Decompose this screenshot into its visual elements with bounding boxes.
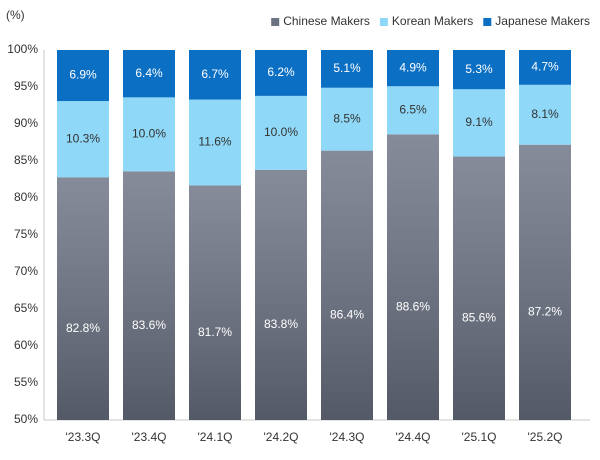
data-label: 5.3% xyxy=(465,62,493,76)
data-label: 11.6% xyxy=(198,135,231,149)
data-label: 8.5% xyxy=(333,111,361,125)
bar-segment xyxy=(453,50,505,90)
legend-label: Korean Makers xyxy=(392,14,473,28)
bar-segment xyxy=(519,50,571,85)
data-label: 4.9% xyxy=(399,60,427,74)
bar-segment xyxy=(189,99,241,186)
y-tick-label: 75% xyxy=(14,227,38,241)
bar-segment xyxy=(519,84,571,145)
y-axis-label: (%) xyxy=(6,8,25,22)
data-label: 87.2% xyxy=(528,305,562,319)
data-label: 4.7% xyxy=(531,60,559,74)
y-tick-label: 100% xyxy=(7,42,38,56)
y-tick-label: 65% xyxy=(14,301,38,315)
bar-segment xyxy=(255,50,307,96)
y-tick-label: 85% xyxy=(14,153,38,167)
data-label: 86.4% xyxy=(330,307,364,321)
bar-segment xyxy=(57,50,109,102)
data-label: 88.6% xyxy=(396,299,430,313)
data-label: 10.0% xyxy=(132,127,166,141)
bar-segment xyxy=(387,50,439,87)
legend-swatch xyxy=(379,18,388,26)
data-label: 10.0% xyxy=(264,125,298,139)
bar-segment xyxy=(123,50,175,98)
data-label: 6.2% xyxy=(267,65,295,79)
data-label: 6.9% xyxy=(69,68,97,82)
legend-swatch xyxy=(483,18,492,26)
data-label: 85.6% xyxy=(462,310,496,324)
x-tick-label: '24.4Q xyxy=(396,430,431,444)
bar-segment xyxy=(387,86,439,135)
bar-segment xyxy=(255,95,307,170)
bar-segment xyxy=(321,50,373,88)
data-label: 82.8% xyxy=(66,321,100,335)
y-tick-label: 70% xyxy=(14,264,38,278)
y-tick-label: 55% xyxy=(14,375,38,389)
bar-shade xyxy=(519,144,571,420)
data-label: 9.1% xyxy=(465,115,493,129)
bar-segment xyxy=(123,97,175,172)
data-label: 8.1% xyxy=(531,107,559,121)
data-label: 83.6% xyxy=(132,318,166,332)
data-label: 83.8% xyxy=(264,317,298,331)
data-label: 5.1% xyxy=(333,61,361,75)
legend-label: Japanese Makers xyxy=(495,14,590,28)
legend-label: Chinese Makers xyxy=(283,14,370,28)
x-tick-label: '23.4Q xyxy=(132,430,167,444)
data-label: 10.3% xyxy=(66,131,100,145)
bar-segment xyxy=(453,89,505,157)
x-tick-label: '25.1Q xyxy=(462,430,497,444)
bar-shade xyxy=(255,169,307,420)
x-tick-label: '24.3Q xyxy=(330,430,365,444)
x-tick-label: '24.1Q xyxy=(198,430,233,444)
y-tick-label: 60% xyxy=(14,338,38,352)
bar-shade xyxy=(453,156,505,420)
bar-shade xyxy=(387,134,439,421)
x-tick-label: '24.2Q xyxy=(264,430,299,444)
bar-shade xyxy=(57,177,109,420)
data-label: 6.7% xyxy=(201,67,229,81)
bar-shade xyxy=(123,171,175,420)
y-tick-label: 50% xyxy=(14,412,38,426)
bar-shade xyxy=(321,150,373,420)
y-tick-label: 80% xyxy=(14,190,38,204)
data-label: 6.4% xyxy=(135,66,163,80)
data-label: 6.5% xyxy=(399,102,427,116)
bar-segment xyxy=(321,87,373,151)
x-tick-label: '25.2Q xyxy=(528,430,563,444)
bar-segment xyxy=(189,50,241,100)
bar-shade xyxy=(189,185,241,420)
x-tick-label: '23.3Q xyxy=(66,430,101,444)
legend-swatch xyxy=(271,18,280,26)
bar-segment xyxy=(57,101,109,178)
data-label: 81.7% xyxy=(198,325,232,339)
y-tick-label: 90% xyxy=(14,116,38,130)
y-tick-label: 95% xyxy=(14,79,38,93)
